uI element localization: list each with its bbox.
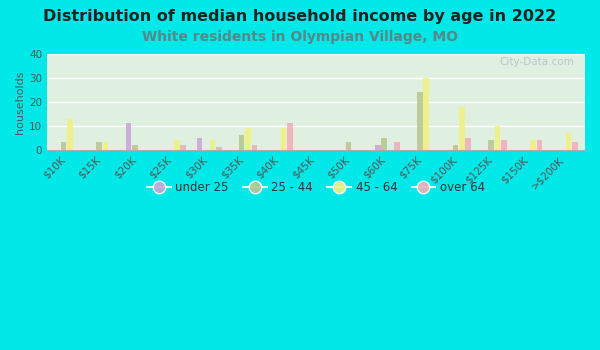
Bar <box>239 135 244 149</box>
Bar <box>536 140 542 149</box>
Legend: under 25, 25 - 44, 45 - 64, over 64: under 25, 25 - 44, 45 - 64, over 64 <box>142 177 490 199</box>
Bar <box>424 78 429 149</box>
Bar <box>417 92 422 149</box>
Bar <box>394 142 400 149</box>
Bar <box>174 140 179 149</box>
Bar <box>488 140 494 149</box>
Bar <box>209 140 215 149</box>
Bar <box>287 123 293 149</box>
Bar <box>132 145 137 149</box>
Bar <box>281 128 286 149</box>
Bar <box>245 128 251 149</box>
Bar <box>572 142 578 149</box>
Bar <box>251 145 257 149</box>
Bar <box>181 145 186 149</box>
Bar <box>125 123 131 149</box>
Bar <box>530 140 536 149</box>
Bar <box>216 147 221 149</box>
Bar <box>501 140 506 149</box>
Bar <box>566 133 571 149</box>
Bar <box>494 126 500 149</box>
Bar <box>61 142 67 149</box>
Bar <box>346 142 352 149</box>
Bar <box>197 138 202 149</box>
Bar <box>452 145 458 149</box>
Text: Distribution of median household income by age in 2022: Distribution of median household income … <box>43 9 557 24</box>
Text: City-Data.com: City-Data.com <box>499 57 574 67</box>
Bar <box>103 142 109 149</box>
Bar <box>97 142 102 149</box>
Bar <box>67 119 73 149</box>
Bar <box>381 138 387 149</box>
Text: White residents in Olympian Village, MO: White residents in Olympian Village, MO <box>142 30 458 44</box>
Bar <box>459 107 464 149</box>
Bar <box>375 145 380 149</box>
Bar <box>466 138 471 149</box>
Y-axis label: households: households <box>15 70 25 134</box>
